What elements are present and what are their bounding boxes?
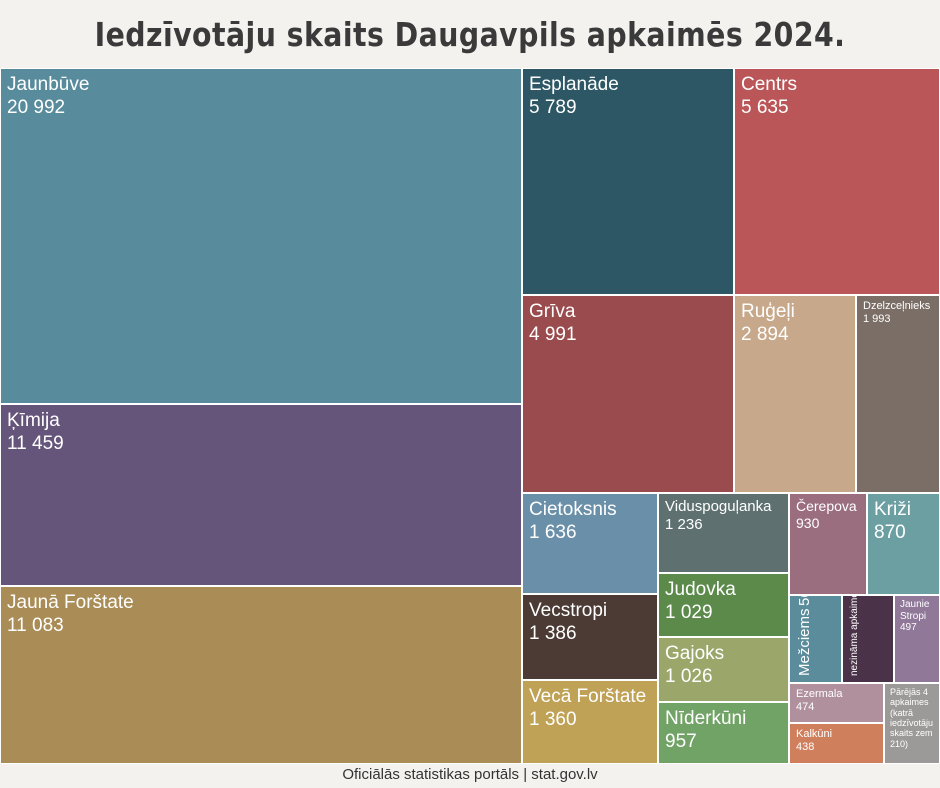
treemap-tile-jaunbuve: Jaunbūve 20 992 (0, 68, 522, 404)
treemap-tile-rugeli: Ruģeļi 2 894 (734, 295, 856, 493)
tile-name: Vecstropi (529, 600, 608, 621)
tile-name: Ruģeļi (741, 301, 795, 322)
treemap-tile-gajoks: Gajoks 1 026 (658, 637, 789, 702)
tile-value: 2 894 (741, 324, 789, 346)
treemap-tile-parejas-4-apkaimes-katra-iedzivotaju-ska: Pārējās 4 apkaimes (katrā iedzīvotāju sk… (884, 683, 940, 764)
tile-value: 1 360 (529, 709, 577, 731)
chart-title: Iedzīvotāju skaits Daugavpils apkaimēs 2… (94, 15, 846, 108)
treemap-tile-cietoksnis: Cietoksnis 1 636 (522, 493, 658, 594)
treemap: Jaunbūve 20 992 Ķīmija 11 459 Jaunā Forštate… (0, 68, 940, 764)
treemap-tile-niderkuni: Nīderkūni 957 (658, 702, 789, 764)
treemap-tile-krizi: Križi 870 (867, 493, 940, 595)
tile-name: nezināma apkaime (849, 595, 860, 676)
source-footer: Oficiālās statistikas portāls | stat.gov… (342, 766, 598, 783)
tile-value: 1 029 (665, 602, 713, 624)
treemap-tile-viduspogulanka: Viduspoguļanka 1 236 (658, 493, 789, 573)
tile-name: Jaunie Stropi (900, 599, 930, 622)
treemap-tile-centrs: Centrs 5 635 (734, 68, 940, 295)
tile-value: 20 992 (7, 97, 66, 119)
tile-value: 930 (796, 515, 820, 532)
tile-name: Viduspoguļanka (665, 498, 772, 515)
tile-value: 497 (900, 622, 917, 633)
tile-value: 564 (796, 596, 814, 606)
treemap-tile-vecstropi: Vecstropi 1 386 (522, 594, 658, 680)
tile-name: Grīva (529, 301, 576, 322)
treemap-tile-judovka: Judovka 1 029 (658, 573, 789, 637)
treemap-tile-kalkuni: Kalkūni 438 (789, 723, 884, 764)
tile-value: 1 026 (665, 666, 713, 688)
tile-value: 11 459 (7, 433, 64, 455)
treemap-tile-jaunie-stropi: Jaunie Stropi 497 (894, 595, 940, 683)
tile-value: 870 (874, 522, 906, 544)
treemap-tile-mezciems: Mežciems 564 (789, 595, 842, 683)
tile-name: Ķīmija (7, 410, 60, 431)
tile-value: 4 991 (529, 324, 577, 346)
tile-value: 11 083 (7, 615, 64, 637)
treemap-tile-esplanade: Esplanāde 5 789 (522, 68, 734, 295)
tile-name: Cietoksnis (529, 499, 617, 520)
tile-value: 5 789 (529, 97, 577, 119)
treemap-tile-ezermala: Ezermala 474 (789, 683, 884, 723)
treemap-tile-dzelzcelnieks: Dzelzceļnieks 1 993 (856, 295, 940, 493)
tile-name: Mežciems (796, 608, 813, 676)
tile-name: Esplanāde (529, 74, 619, 95)
tile-name: Pārējās 4 apkaimes (katrā iedzīvotāju sk… (890, 687, 934, 749)
treemap-tile-nezinama-apkaime: nezināma apkaime561 (842, 595, 894, 683)
tile-name: Nīderkūni (665, 708, 747, 729)
tile-value: 5 635 (741, 97, 789, 119)
tile-value: 1 636 (529, 522, 577, 544)
tile-name: Jaunbūve (7, 74, 90, 95)
treemap-tile-jauna-forstate: Jaunā Forštate 11 083 (0, 586, 522, 764)
tile-name: Gajoks (665, 643, 725, 664)
tile-name: Vecā Forštate (529, 686, 647, 707)
treemap-tile-kimija: Ķīmija 11 459 (0, 404, 522, 586)
tile-value: 474 (796, 701, 815, 714)
tile-name: Dzelzceļnieks (863, 300, 931, 312)
tile-value: 1 386 (529, 623, 577, 645)
tile-name: Jaunā Forštate (7, 592, 134, 613)
treemap-tile-veca-forstate: Vecā Forštate 1 360 (522, 680, 658, 764)
tile-value: 1 993 (863, 313, 891, 326)
tile-name: Ezermala (796, 688, 843, 700)
tile-name: Kalkūni (796, 728, 833, 740)
tile-name: Judovka (665, 579, 736, 600)
tile-name: Čerepova (796, 498, 857, 514)
tile-name: Centrs (741, 74, 797, 95)
tile-value: 438 (796, 741, 815, 754)
treemap-tile-cerepova: Čerepova 930 (789, 493, 867, 595)
tile-value: 1 236 (665, 516, 703, 534)
tile-name: Križi (874, 499, 911, 520)
tile-value: 957 (665, 731, 697, 753)
treemap-tile-griva: Grīva 4 991 (522, 295, 734, 493)
